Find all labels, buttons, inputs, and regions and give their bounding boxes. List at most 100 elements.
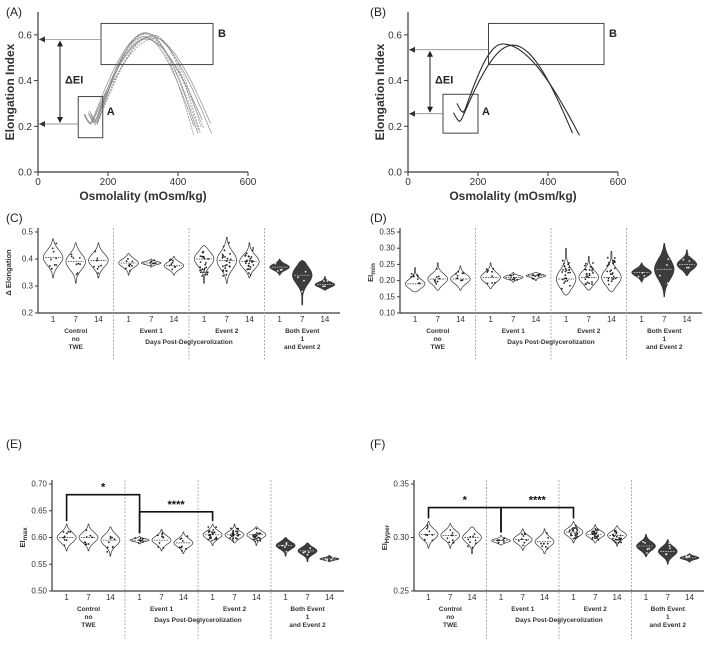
data-point: [617, 542, 620, 544]
panel-label: (A): [6, 5, 22, 19]
significance-label: ****: [168, 499, 186, 511]
arrow-head-low: [39, 121, 45, 127]
data-point: [588, 274, 591, 277]
y-tick-label: 0.65: [31, 506, 47, 515]
significance-label: *: [101, 482, 106, 494]
data-point: [250, 256, 253, 258]
data-point: [685, 555, 688, 558]
data-point: [564, 270, 567, 273]
data-point: [75, 263, 78, 266]
group-label: TWE: [81, 622, 96, 629]
y-tick-label: 0.30: [379, 244, 395, 253]
data-point: [608, 263, 610, 266]
data-point: [563, 265, 566, 268]
day-tick-label: 7: [587, 315, 592, 324]
data-point: [502, 538, 505, 541]
group-label: no: [446, 614, 454, 621]
day-tick-label: 14: [540, 593, 549, 602]
data-point: [546, 542, 549, 545]
data-point: [181, 545, 183, 548]
data-point: [249, 257, 252, 260]
data-point: [158, 542, 161, 544]
box-b-label: B: [218, 28, 226, 40]
data-point: [461, 279, 464, 281]
arrow-head-high: [39, 36, 45, 43]
curve-series: [456, 43, 580, 136]
data-point: [55, 264, 58, 266]
y-tick-label: 0.2: [388, 122, 402, 133]
data-point: [223, 249, 226, 252]
data-point: [585, 273, 588, 275]
data-point: [573, 527, 576, 529]
day-tick-label: 14: [613, 593, 622, 602]
data-point: [111, 536, 113, 539]
data-point: [585, 262, 587, 265]
day-tick-label: 14: [531, 315, 540, 324]
data-point: [496, 539, 499, 542]
violin-shape: [193, 245, 215, 284]
data-point: [588, 269, 591, 271]
data-point: [257, 532, 260, 535]
data-point: [486, 282, 489, 285]
data-point: [586, 281, 589, 284]
data-point: [215, 526, 218, 529]
data-point: [255, 534, 258, 537]
data-point: [594, 528, 597, 530]
data-point: [230, 527, 232, 530]
significance-bracket: [65, 493, 141, 534]
data-point: [307, 551, 310, 554]
day-tick-label: 7: [159, 593, 164, 602]
day-tick-label: 7: [448, 593, 453, 602]
data-point: [139, 537, 142, 540]
violin-shape: [450, 265, 471, 291]
data-point: [304, 551, 306, 553]
y-axis-label: Elongation Index: [3, 43, 17, 140]
data-point: [255, 532, 258, 534]
data-point: [228, 261, 231, 264]
data-point: [469, 541, 471, 544]
data-point: [274, 262, 277, 265]
y-tick-label: 0.4: [22, 255, 34, 264]
data-point: [106, 551, 109, 553]
data-point: [611, 278, 613, 280]
data-point: [498, 539, 501, 542]
y-tick-label: 0.4: [388, 76, 402, 87]
panel-label: (C): [6, 211, 23, 225]
data-point: [303, 279, 305, 282]
data-point: [594, 537, 596, 540]
violin-shape: [658, 539, 678, 565]
data-point: [536, 274, 539, 276]
data-point: [199, 255, 202, 257]
data-point: [546, 532, 548, 534]
day-tick-label: 1: [499, 593, 504, 602]
x-tick-label: 600: [240, 177, 257, 188]
data-point: [682, 258, 685, 261]
data-point: [251, 249, 254, 252]
data-point: [612, 262, 614, 265]
data-point: [324, 558, 327, 560]
data-point: [204, 273, 207, 276]
data-point: [688, 260, 691, 262]
day-tick-label: 1: [277, 315, 282, 324]
data-point: [455, 273, 457, 275]
violin-shape: [440, 523, 460, 549]
data-point: [168, 264, 171, 267]
x-tick-label: 0: [405, 177, 411, 188]
data-point: [180, 549, 183, 552]
data-point: [472, 535, 475, 538]
data-point: [232, 529, 235, 532]
data-point: [612, 275, 615, 278]
group-label: Control: [64, 328, 87, 335]
data-point: [252, 247, 255, 249]
x-tick-label: 0: [35, 177, 41, 188]
data-point: [212, 529, 215, 531]
data-point: [619, 540, 621, 543]
significance-bracket: [500, 506, 575, 533]
data-point: [561, 259, 564, 262]
data-point: [199, 261, 202, 263]
data-point: [205, 266, 208, 269]
data-point: [576, 529, 579, 532]
day-tick-label: 7: [593, 593, 598, 602]
data-point: [229, 258, 232, 261]
data-point: [618, 537, 621, 539]
